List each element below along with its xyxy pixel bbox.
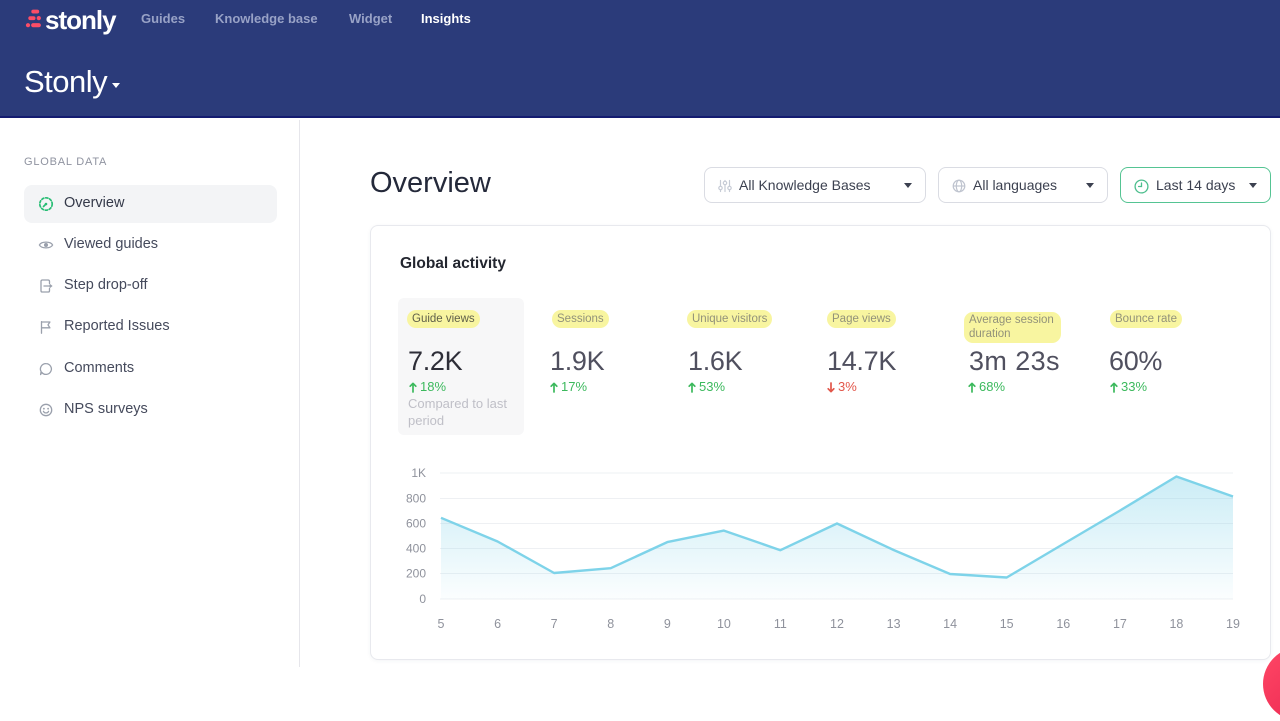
svg-text:6: 6	[494, 617, 501, 631]
svg-text:7: 7	[551, 617, 558, 631]
svg-text:17: 17	[1113, 617, 1127, 631]
svg-text:400: 400	[406, 542, 426, 556]
svg-text:8: 8	[607, 617, 614, 631]
svg-text:10: 10	[717, 617, 731, 631]
svg-text:11: 11	[774, 617, 787, 631]
svg-text:13: 13	[887, 617, 901, 631]
svg-text:14: 14	[943, 617, 957, 631]
svg-text:9: 9	[664, 617, 671, 631]
svg-text:12: 12	[830, 617, 844, 631]
svg-text:5: 5	[438, 617, 445, 631]
svg-text:16: 16	[1056, 617, 1070, 631]
svg-text:200: 200	[406, 567, 426, 581]
svg-text:15: 15	[1000, 617, 1014, 631]
svg-text:600: 600	[406, 517, 426, 531]
svg-text:18: 18	[1169, 617, 1183, 631]
svg-text:0: 0	[419, 592, 426, 606]
svg-text:19: 19	[1226, 617, 1240, 631]
svg-text:1K: 1K	[411, 466, 426, 480]
svg-text:800: 800	[406, 492, 426, 506]
